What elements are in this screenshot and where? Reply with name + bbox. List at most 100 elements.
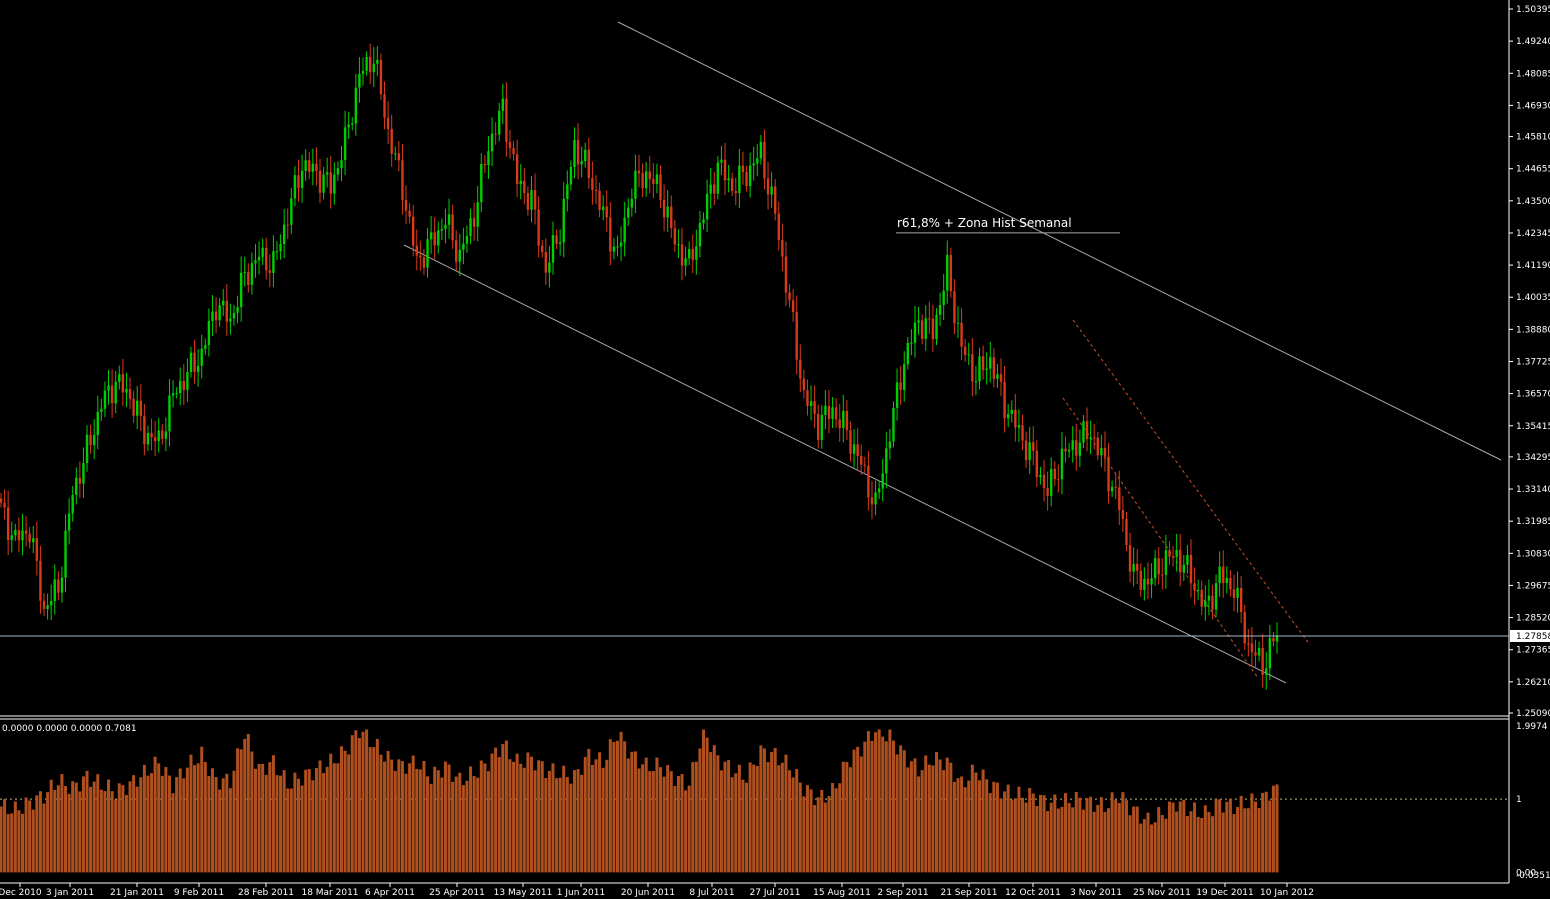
histogram-bar [415,768,419,873]
candle-body [1028,442,1031,461]
histogram-bar [1185,816,1189,873]
candle-body [297,175,300,188]
candle-body [745,172,748,186]
candle-body [1232,589,1236,598]
histogram-bar [827,796,831,873]
candle-body [476,202,479,227]
candle-body [895,382,899,408]
candle-body [1032,442,1035,451]
candle-body [1060,448,1064,480]
candle-body [386,117,390,129]
candle-body [390,128,393,154]
candle-body [766,178,770,195]
histogram-bar [902,750,906,873]
histogram-bar [1049,802,1053,873]
histogram-bar [49,779,53,873]
candle-body [49,600,53,606]
histogram-bar [651,771,655,873]
histogram-bar [64,786,68,873]
histogram-bar [978,780,982,873]
histogram-bar [1103,811,1107,873]
time-tick-label: 8 Jul 2011 [689,888,734,898]
candle-body [799,359,802,379]
candle-body [275,251,279,253]
histogram-bar [1042,795,1046,873]
histogram-bar [286,788,290,873]
histogram-bar [1153,822,1157,873]
histogram-bar [519,763,523,873]
candle-body [1211,595,1214,610]
candle-body [279,243,282,252]
histogram-bar [755,766,759,873]
histogram-bar [852,749,856,873]
histogram-bar [1150,824,1154,873]
histogram-bar [562,765,566,873]
price-tick-label: 1.45810 [1516,133,1550,143]
candle-body [888,441,892,449]
candle-body [207,321,211,346]
histogram-bar [340,746,344,873]
histogram-bar [526,752,530,873]
histogram-bar [888,729,892,873]
histogram-bar [924,755,928,873]
histogram-bar [730,777,734,873]
candle-body [659,174,662,200]
histogram-bar [1089,796,1093,873]
candle-body [551,235,555,263]
time-tick-label: 25 Apr 2011 [429,888,485,898]
price-tick-label: 1.35415 [1516,422,1550,432]
candle-body [372,63,375,73]
candle-body [963,346,967,355]
histogram-bar [429,783,433,873]
histogram-bar [752,764,756,873]
histogram-bar [232,770,236,873]
histogram-bar [67,793,71,873]
histogram-bar [46,792,50,873]
candle-body [1254,652,1257,656]
histogram-bar [21,813,25,873]
candle-body [616,246,619,248]
histogram-bar [863,741,867,873]
candle-body [311,163,315,172]
candle-body [874,492,877,505]
histogram-bar [1006,784,1010,873]
candle-body [1257,648,1261,656]
histogram-bar [960,776,964,873]
candle-body [214,311,218,321]
histogram-bar [164,767,168,873]
candle-body [623,217,626,243]
histogram-bar [709,752,713,873]
histogram-bar [447,764,451,873]
candle-body [594,189,598,191]
histogram-bar [766,762,770,873]
candle-body [92,434,96,446]
price-tick-label: 1.27365 [1516,646,1550,656]
candle-body [652,179,655,184]
candle-body [243,271,246,273]
candle-body [698,223,702,247]
candle-body [748,165,752,186]
candle-body [1179,549,1182,573]
histogram-bar [1218,799,1222,873]
candle-body [569,167,573,185]
histogram-bar [795,768,799,873]
histogram-bar [139,777,143,873]
histogram-bar [1074,791,1078,873]
histogram-bar [6,814,10,873]
histogram-bar [296,778,300,873]
candle-body [136,400,139,416]
candle-body [300,170,304,188]
histogram-bar [1013,798,1017,873]
histogram-bar [200,746,204,873]
histogram-bar [1264,791,1268,873]
histogram-bar [791,777,795,873]
candle-body [630,198,634,208]
candle-body [1103,448,1107,457]
histogram-bar [60,773,64,873]
candle-body [361,70,365,74]
histogram-bar [347,754,351,873]
histogram-bar [1096,804,1100,873]
histogram-bar [705,737,709,873]
histogram-bar [512,761,516,873]
candle-body [999,374,1003,382]
